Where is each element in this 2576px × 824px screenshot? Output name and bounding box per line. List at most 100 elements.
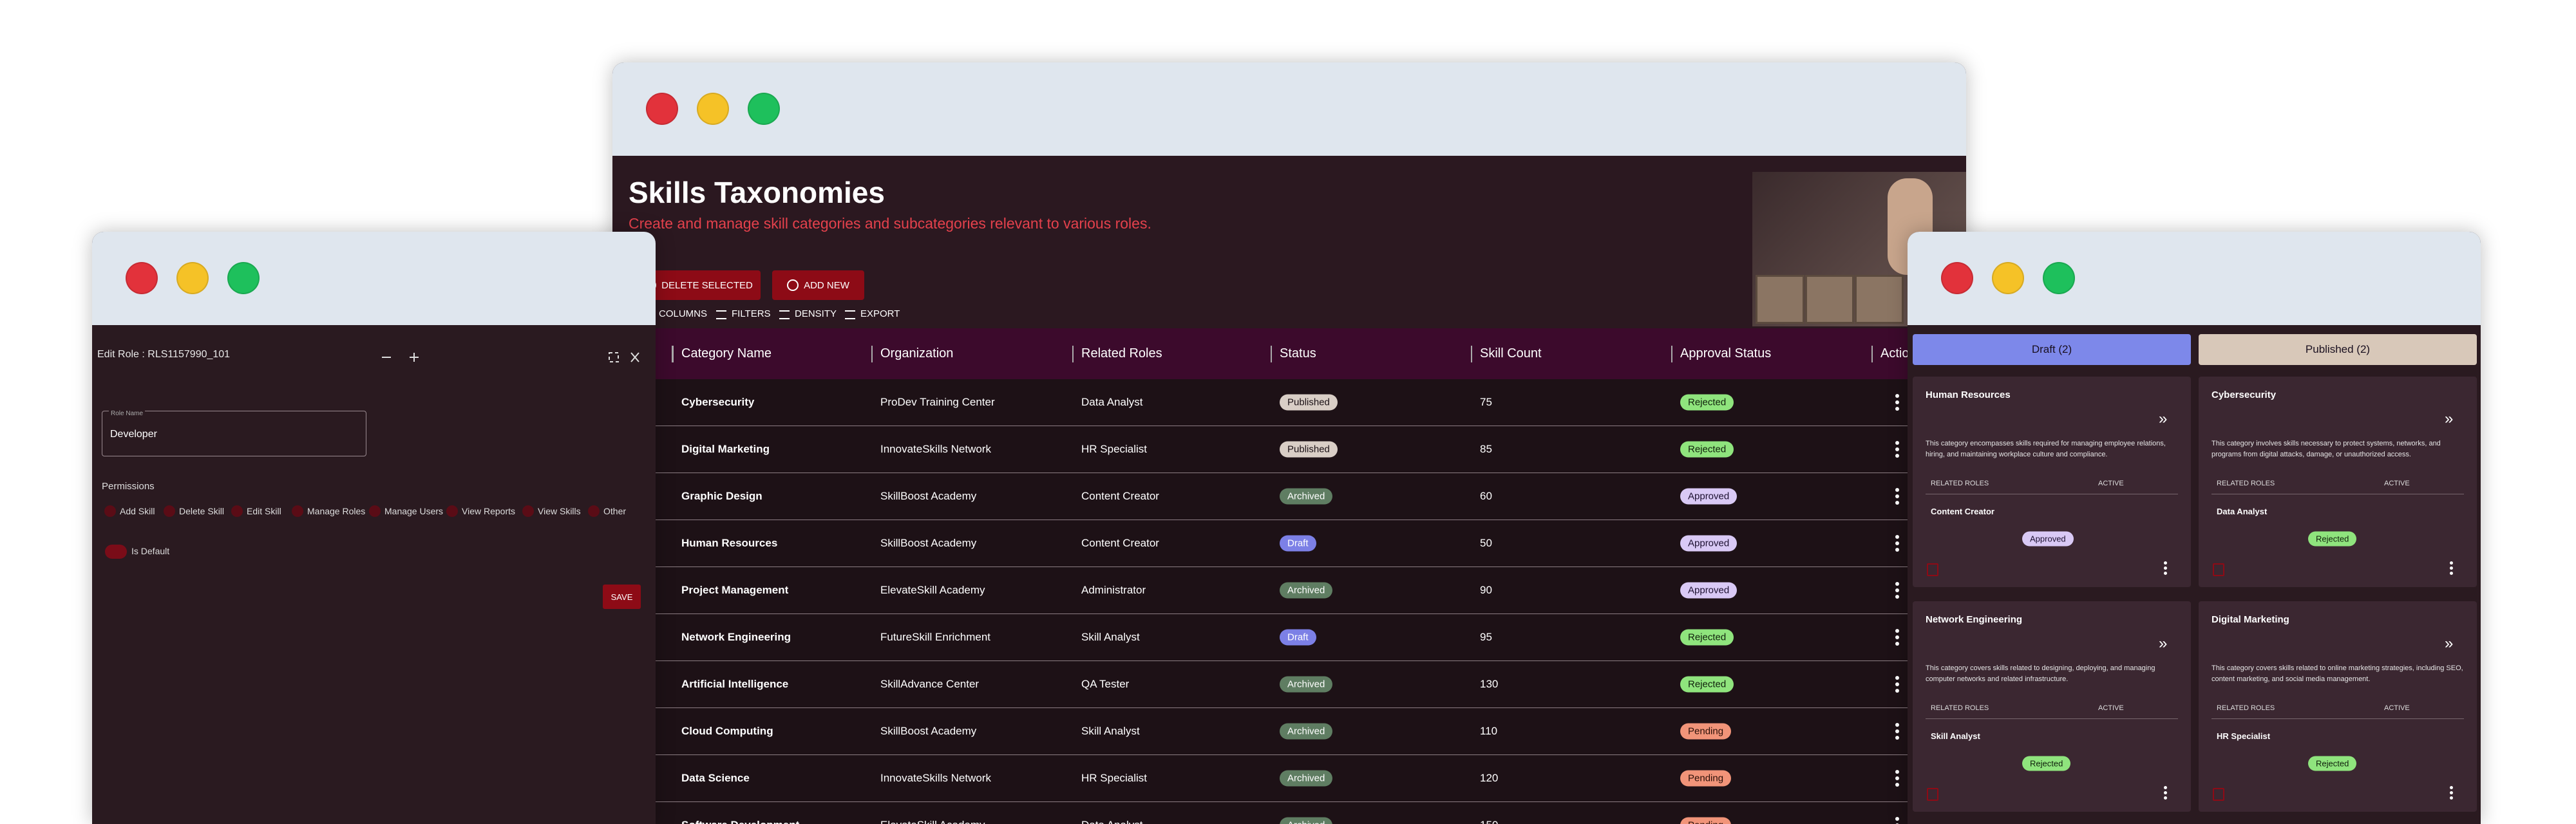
menu-dot: [1895, 629, 1899, 633]
column-divider: [1072, 346, 1074, 362]
column-title: Draft (2): [2031, 343, 2072, 355]
menu-dot: [1895, 595, 1899, 599]
column-header[interactable]: Skill Count: [1480, 346, 1542, 360]
toolbar-button[interactable]: FILTERS: [732, 308, 771, 319]
menu-dot: [1895, 635, 1899, 639]
column-header: Draft (2): [1913, 334, 2191, 365]
kanban-card[interactable]: Cybersecurity » This category involves ski…: [2199, 377, 2477, 587]
permission-checkbox[interactable]: [588, 505, 600, 517]
table-cell: ProDev Training Center: [880, 396, 995, 408]
row-menu[interactable]: [1895, 723, 1899, 740]
kanban-card[interactable]: Network Engineering » This category covers…: [1913, 601, 2191, 812]
permission-checkbox[interactable]: [104, 505, 116, 517]
maximize-button[interactable]: [748, 93, 780, 125]
menu-dot: [1895, 689, 1899, 693]
close-button[interactable]: [646, 93, 678, 125]
table-cell: Cloud Computing: [681, 725, 773, 737]
toolbar-icon[interactable]: [779, 310, 790, 319]
button-icon: [787, 279, 799, 291]
column-header[interactable]: Category Name: [681, 346, 772, 360]
row-menu[interactable]: [1895, 394, 1899, 411]
permission-checkbox[interactable]: [522, 505, 534, 517]
permission-checkbox[interactable]: [164, 505, 175, 517]
column-header[interactable]: Organization: [880, 346, 954, 360]
status-badge: Draft: [1280, 535, 1316, 552]
column-header[interactable]: Approval Status: [1680, 346, 1772, 360]
row-menu[interactable]: [1895, 629, 1899, 646]
toolbar-icon[interactable]: [716, 310, 726, 319]
expand-icon[interactable]: [609, 352, 619, 362]
expand-icon[interactable]: »: [2445, 410, 2454, 427]
approval-badge: Rejected: [1680, 629, 1734, 646]
close-icon[interactable]: [630, 352, 639, 362]
card-description: This category involves skills necessary …: [2211, 440, 2441, 458]
column-divider: [1271, 346, 1272, 362]
expand-icon[interactable]: »: [2159, 635, 2168, 652]
card-menu[interactable]: [2450, 561, 2453, 576]
permission-checkbox[interactable]: [231, 505, 243, 517]
minimize-button[interactable]: [1992, 262, 2024, 294]
row-menu[interactable]: [1895, 770, 1899, 787]
table-cell: SkillBoost Academy: [880, 537, 977, 549]
zoom-icon[interactable]: [410, 353, 419, 362]
role-name: HR Specialist: [2217, 731, 2271, 741]
row-menu[interactable]: [1895, 582, 1899, 599]
row-menu[interactable]: [1895, 676, 1899, 693]
close-button[interactable]: [1941, 262, 1973, 294]
table-row: [612, 614, 1966, 661]
action-button[interactable]: ADD NEW: [772, 270, 864, 300]
default-label: Is Default: [131, 546, 170, 556]
table-cell: 110: [1480, 725, 1498, 737]
toolbar-button[interactable]: COLUMNS: [659, 308, 708, 319]
card-menu[interactable]: [2450, 786, 2453, 800]
column-header[interactable]: Related Roles: [1081, 346, 1162, 360]
row-menu[interactable]: [1895, 817, 1899, 824]
delete-icon[interactable]: [1927, 563, 1938, 576]
kanban-card[interactable]: Digital Marketing » This category covers s…: [2199, 601, 2477, 812]
minimize-button[interactable]: [176, 262, 209, 294]
menu-dot: [1895, 541, 1899, 545]
column-header[interactable]: Status: [1280, 346, 1316, 360]
kanban-card[interactable]: Human Resources » This category encompasse…: [1913, 377, 2191, 587]
row-menu[interactable]: [1895, 535, 1899, 552]
column-divider: [871, 346, 873, 362]
row-menu[interactable]: [1895, 488, 1899, 505]
expand-icon[interactable]: »: [2159, 410, 2168, 427]
permission-checkbox[interactable]: [369, 505, 381, 517]
menu-dot: [1895, 676, 1899, 680]
table-cell: Administrator: [1081, 584, 1146, 596]
maximize-button[interactable]: [2043, 262, 2075, 294]
maximize-button[interactable]: [227, 262, 260, 294]
window-controls: [382, 352, 639, 362]
default-toggle[interactable]: [105, 545, 127, 559]
table-cell: InnovateSkills Network: [880, 772, 991, 784]
card-menu[interactable]: [2164, 561, 2167, 576]
row-menu[interactable]: [1895, 441, 1899, 458]
toolbar-button[interactable]: EXPORT: [860, 308, 900, 319]
approval-badge: Rejected: [1680, 394, 1734, 411]
delete-icon[interactable]: [2213, 563, 2224, 576]
delete-icon[interactable]: [2213, 788, 2224, 801]
close-button[interactable]: [126, 262, 158, 294]
permission-checkbox[interactable]: [446, 505, 458, 517]
minimize-button[interactable]: [697, 93, 729, 125]
menu-dot: [2450, 566, 2453, 570]
expand-icon[interactable]: »: [2445, 635, 2454, 652]
permission-checkbox[interactable]: [292, 505, 303, 517]
page-subtitle: Create and manage skill categories and s…: [629, 215, 1151, 232]
card-description: This category covers skills related to d…: [1926, 664, 2155, 683]
table-cell: SkillAdvance Center: [880, 678, 980, 690]
header-rule: [1926, 718, 2178, 719]
toolbar-button[interactable]: DENSITY: [795, 308, 837, 319]
toolbar-icon[interactable]: [845, 310, 855, 319]
save-button[interactable]: SAVE: [603, 585, 641, 609]
edit-role-window: Edit Role : RLS1157990_101 Role Name Devel…: [92, 232, 656, 824]
card-menu[interactable]: [2164, 786, 2167, 800]
column-divider: [1871, 346, 1873, 362]
field-label: Role Name: [109, 410, 146, 417]
active-header: ACTIVE: [2384, 704, 2410, 712]
delete-icon[interactable]: [1927, 788, 1938, 801]
role-name-field[interactable]: Role Name Developer: [102, 410, 366, 456]
table-cell: ElevateSkill Academy: [880, 819, 985, 824]
menu-dot: [1895, 535, 1899, 539]
